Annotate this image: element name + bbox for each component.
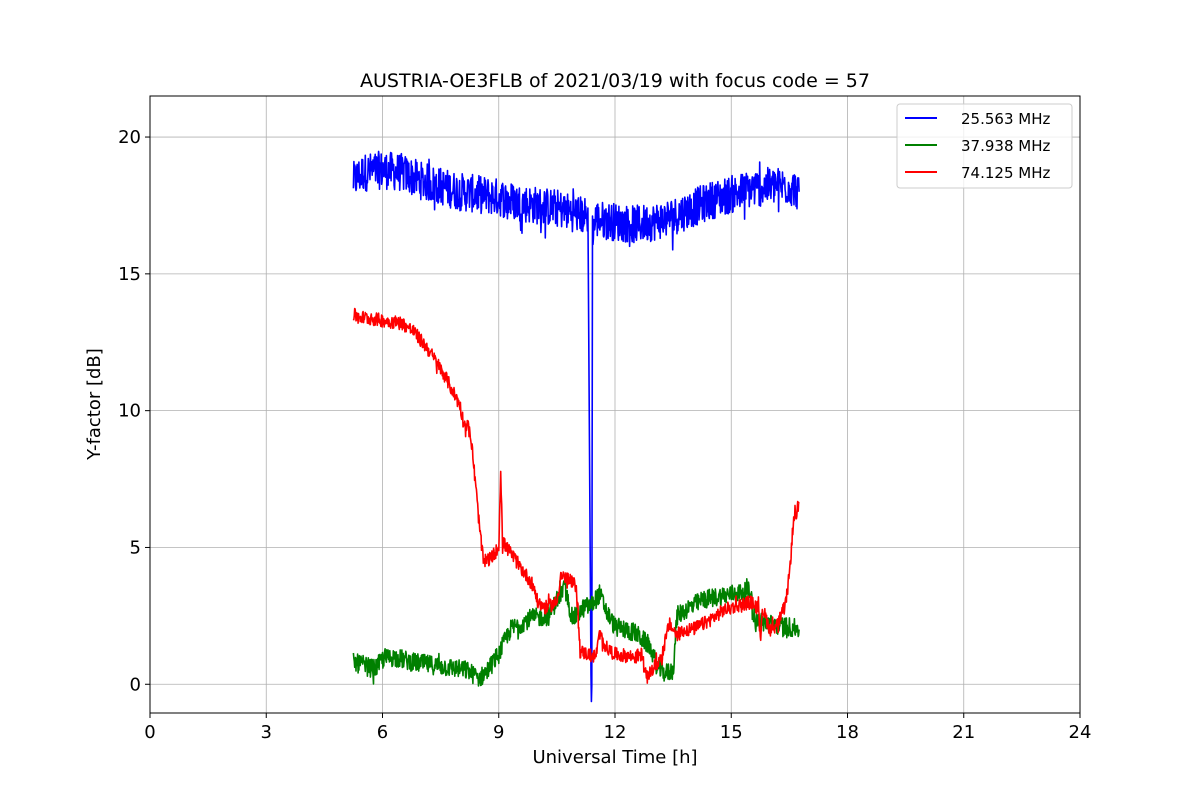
legend-label-37938: 37.938 MHz	[961, 137, 1050, 155]
y-tick-label: 5	[130, 537, 141, 558]
series-line-74125	[352, 307, 800, 684]
x-tick-label: 3	[261, 722, 272, 743]
y-axis-label: Y-factor [dB]	[84, 348, 105, 461]
y-tick-label: 15	[118, 264, 141, 285]
legend-label-25563: 25.563 MHz	[961, 110, 1050, 128]
y-axis-ticks: 0 5 10 15 20	[118, 127, 150, 695]
legend: 25.563 MHz 37.938 MHz 74.125 MHz	[896, 103, 1073, 189]
x-tick-label: 6	[377, 722, 388, 743]
y-tick-label: 0	[130, 674, 141, 695]
x-tick-label: 12	[604, 722, 627, 743]
y-tick-label: 20	[118, 127, 141, 148]
x-tick-label: 24	[1069, 722, 1092, 743]
x-axis-label: Universal Time [h]	[532, 747, 697, 768]
series-line-37938	[352, 577, 800, 687]
x-tick-label: 0	[144, 722, 155, 743]
x-axis-ticks: 0 3 6 9 12 15 18 21 24	[144, 713, 1091, 743]
legend-box	[896, 103, 1073, 189]
legend-label-74125: 74.125 MHz	[961, 164, 1050, 182]
series-line-25563	[352, 150, 800, 703]
x-tick-label: 21	[952, 722, 975, 743]
y-tick-label: 10	[118, 401, 141, 422]
series-layer	[352, 150, 800, 703]
x-tick-label: 15	[720, 722, 743, 743]
x-tick-label: 9	[493, 722, 504, 743]
x-tick-label: 18	[836, 722, 859, 743]
chart-title: AUSTRIA-OE3FLB of 2021/03/19 with focus …	[360, 70, 870, 92]
